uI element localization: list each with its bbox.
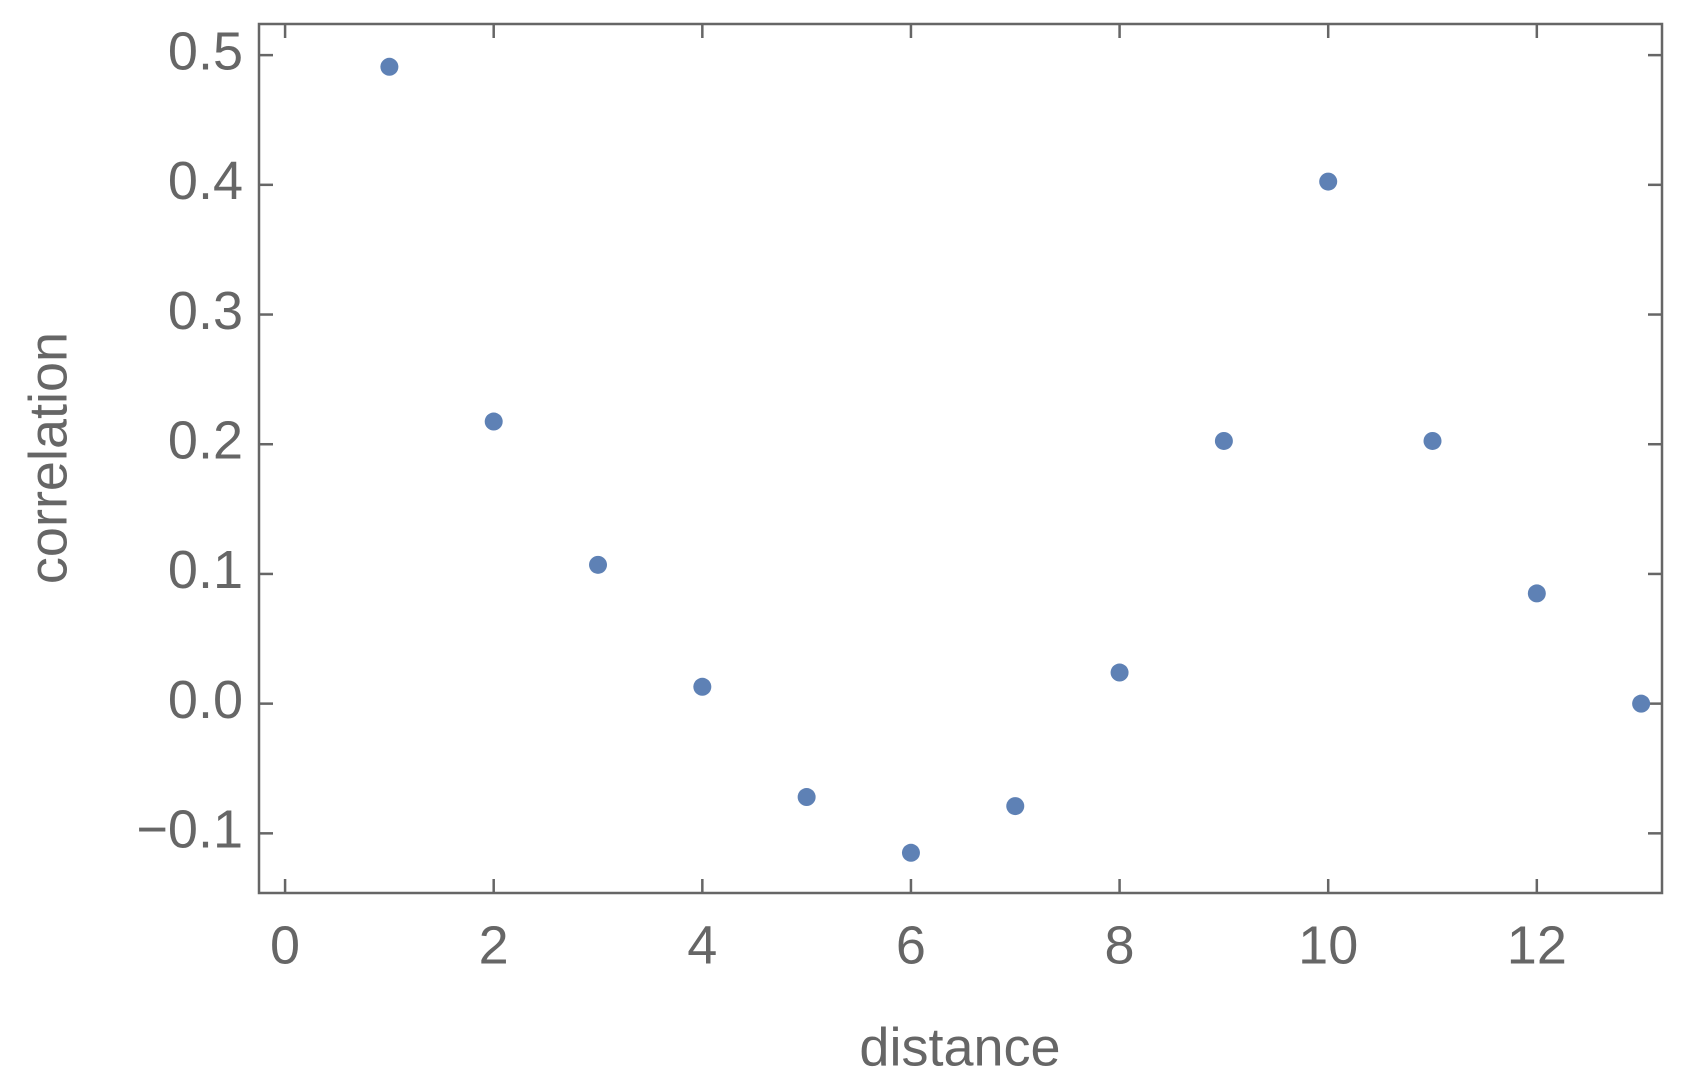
point [380, 57, 399, 76]
x-tick-label: 0 [270, 915, 300, 975]
y-tick-label: 0.0 [168, 670, 243, 730]
y-tick-label: 0.1 [168, 540, 243, 600]
y-tick-label: 0.3 [168, 281, 243, 341]
x-tick-label: 4 [687, 915, 717, 975]
y-tick-label: −0.1 [136, 800, 243, 860]
point [797, 788, 816, 807]
y-tick-label: 0.2 [168, 410, 243, 470]
x-tick-label: 10 [1298, 915, 1358, 975]
point [1110, 663, 1129, 682]
point [484, 412, 503, 431]
x-tick-label: 6 [896, 915, 926, 975]
x-tick-label: 12 [1507, 915, 1567, 975]
y-tick-label: 0.5 [168, 21, 243, 81]
point [1632, 694, 1651, 713]
point [1423, 431, 1442, 450]
y-tick-label: 0.4 [168, 151, 243, 211]
point [1006, 797, 1025, 816]
plot-frame [257, 22, 1664, 895]
y-axis-label: correlation [18, 332, 78, 584]
x-tick-label: 8 [1105, 915, 1135, 975]
point [1527, 584, 1546, 603]
point [901, 843, 920, 862]
point [589, 555, 608, 574]
point [693, 677, 712, 696]
x-tick-label: 2 [479, 915, 509, 975]
point [1214, 431, 1233, 450]
x-axis-label: distance [859, 1017, 1060, 1077]
point [1319, 172, 1338, 191]
